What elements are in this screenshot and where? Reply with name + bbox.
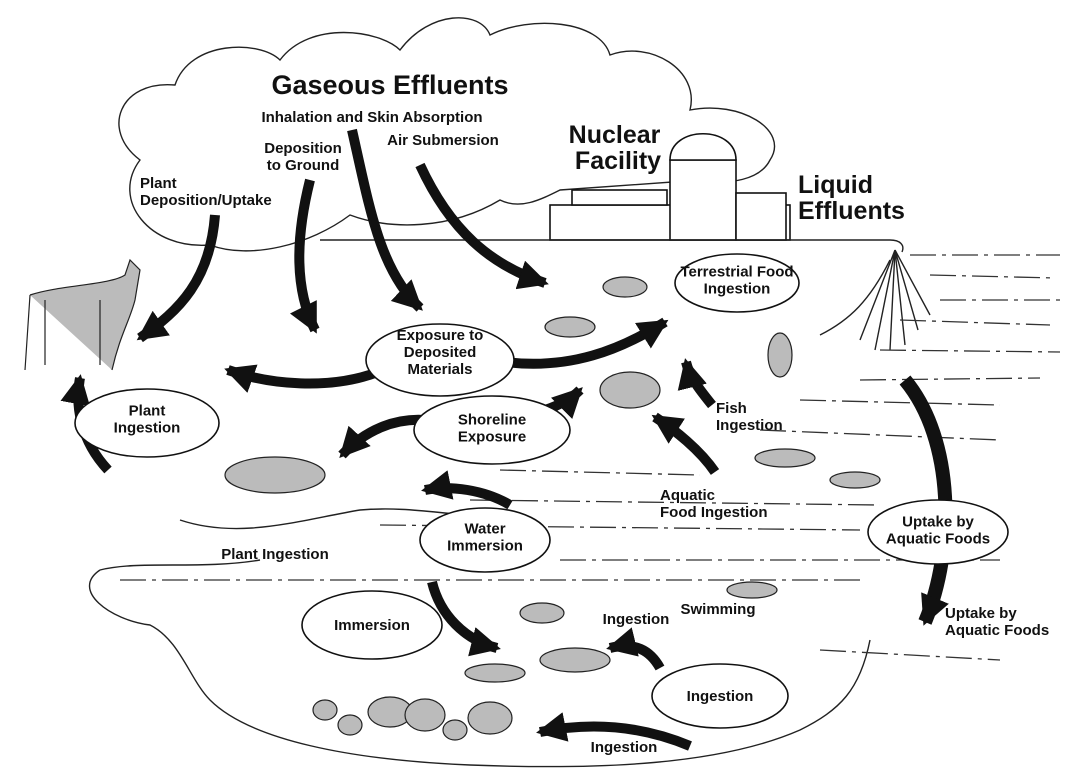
line: Liquid: [798, 171, 873, 199]
label-line: Aquatic Foods: [886, 531, 990, 548]
label-line: Aquatic Foods: [945, 622, 1049, 639]
labels: Inhalation and Skin Absorption Deposition…: [140, 109, 1049, 756]
pathway-arrows: [60, 128, 953, 751]
label: Plant Ingestion: [114, 403, 181, 437]
label: Ingestion: [603, 611, 670, 628]
label: Water Immersion: [447, 521, 523, 555]
label-line: Ingestion: [716, 417, 783, 434]
shoreline: [88, 259, 891, 768]
label-line: Uptake by: [902, 514, 974, 531]
label: Deposition to Ground: [264, 140, 342, 174]
label: Immersion: [334, 617, 410, 634]
label: Plant Ingestion: [221, 546, 329, 563]
label-line: Fish: [716, 400, 747, 417]
label-line: Aquatic: [660, 487, 715, 504]
label: Uptake by Aquatic Foods: [945, 605, 1049, 639]
node-ellipses: [74, 253, 1009, 729]
label-line: Exposure to: [397, 327, 484, 344]
label-line: Ingestion: [704, 281, 771, 298]
ground-line: [320, 239, 904, 253]
label-line: Terrestrial Food: [680, 264, 793, 281]
liquid-label: Liquid Effluents: [798, 171, 905, 225]
label: Ingestion: [687, 688, 754, 705]
facility-label: Nuclear Facility: [569, 121, 668, 175]
label: Ingestion: [591, 739, 658, 756]
discharge-plume: [859, 249, 931, 351]
label-line: Materials: [407, 361, 472, 378]
label-line: Ingestion: [591, 739, 658, 756]
label-line: Immersion: [334, 617, 410, 634]
label-line: Air Submersion: [387, 132, 499, 149]
label-line: Plant: [140, 175, 177, 192]
label: Air Submersion: [387, 132, 499, 149]
label-line: Food Ingestion: [660, 504, 767, 521]
label-line: Plant Ingestion: [221, 546, 329, 563]
label: Fish Ingestion: [716, 400, 783, 434]
label-line: Exposure: [458, 429, 526, 446]
label: Inhalation and Skin Absorption: [261, 109, 482, 126]
label: Terrestrial Food Ingestion: [680, 264, 793, 298]
water-lines: [120, 254, 1061, 661]
label-line: Uptake by: [945, 605, 1017, 622]
label: Swimming: [680, 601, 755, 618]
label-line: to Ground: [267, 157, 339, 174]
line: Nuclear: [569, 121, 661, 149]
label-line: Inhalation and Skin Absorption: [261, 109, 482, 126]
label-line: Plant: [129, 403, 166, 420]
label: Plant Deposition/Uptake: [140, 175, 272, 209]
label: Exposure to Deposited Materials: [397, 327, 484, 378]
label-line: Immersion: [447, 538, 523, 555]
title: Gaseous Effluents: [271, 70, 508, 100]
label-line: Ingestion: [687, 688, 754, 705]
label-line: Deposited: [404, 344, 477, 361]
label: Uptake by Aquatic Foods: [886, 514, 990, 548]
label-line: Deposition: [264, 140, 342, 157]
label: Shoreline Exposure: [458, 412, 526, 446]
label-line: Ingestion: [603, 611, 670, 628]
label: Aquatic Food Ingestion: [660, 487, 767, 521]
label-line: Shoreline: [458, 412, 526, 429]
label-line: Water: [464, 521, 505, 538]
animal-silhouettes: [24, 258, 881, 741]
label-line: Swimming: [680, 601, 755, 618]
cloud: [118, 17, 776, 252]
line: Facility: [575, 147, 661, 175]
line: Effluents: [798, 197, 905, 225]
label-line: Ingestion: [114, 420, 181, 437]
label-line: Deposition/Uptake: [140, 192, 272, 209]
